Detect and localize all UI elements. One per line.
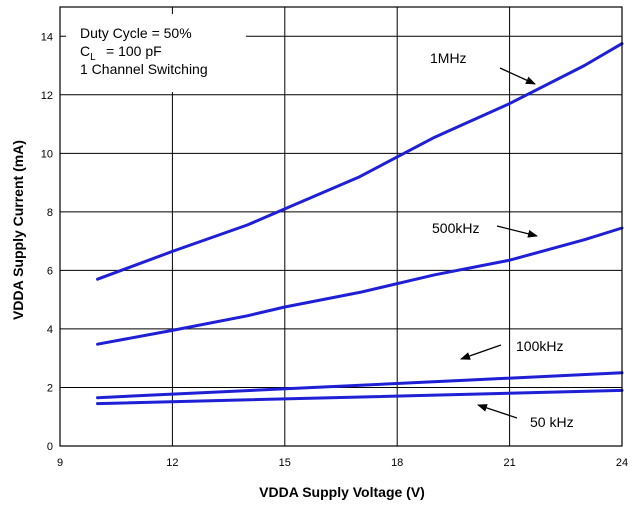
series-line-100khz	[96, 371, 624, 400]
cl-subscript: L	[90, 52, 96, 63]
y-tick-label: 8	[47, 207, 53, 219]
x-tick-label: 18	[391, 457, 403, 469]
channel-note: 1 Channel Switching	[80, 61, 208, 77]
label-500khz: 500kHz	[432, 220, 479, 236]
y-tick-label: 0	[47, 441, 53, 453]
arrow-1mhz	[499, 67, 536, 85]
y-tick-label: 10	[41, 148, 53, 160]
arrow-100khz	[460, 344, 502, 360]
duty-cycle-note: Duty Cycle = 50%	[80, 25, 192, 41]
x-tick-label: 12	[166, 457, 178, 469]
x-tick-label: 24	[616, 457, 628, 469]
series-arrows	[460, 67, 538, 419]
arrow-50khz	[477, 404, 518, 419]
x-tick-label: 9	[57, 457, 63, 469]
series-lines	[96, 42, 624, 406]
y-tick-label: 12	[41, 90, 53, 102]
arrow-500khz	[496, 225, 538, 238]
y-tick-label: 6	[47, 265, 53, 277]
series-line-1mhz	[96, 42, 624, 281]
x-axis-title: VDDA Supply Voltage (V)	[259, 484, 425, 500]
y-tick-label: 14	[41, 31, 53, 43]
load-capacitance-note: CL = 100 pF	[80, 43, 162, 63]
plot-frame	[59, 6, 623, 447]
series-line-500khz	[96, 226, 624, 346]
cl-value: = 100 pF	[106, 43, 162, 59]
y-axis-title: VDDA Supply Current (mA)	[10, 140, 26, 320]
series-labels: 1MHz 500kHz 100kHz 50 kHz	[428, 48, 586, 432]
y-tick-label: 4	[47, 324, 53, 336]
cl-symbol: C	[80, 43, 90, 59]
label-50khz: 50 kHz	[530, 414, 574, 430]
annotation-box	[66, 14, 246, 92]
y-tick-label: 2	[47, 382, 53, 394]
x-tick-label: 21	[503, 457, 515, 469]
x-tick-label: 15	[279, 457, 291, 469]
series-line-50khz	[96, 388, 624, 406]
label-100khz: 100kHz	[516, 338, 563, 354]
label-1mhz: 1MHz	[430, 50, 467, 66]
